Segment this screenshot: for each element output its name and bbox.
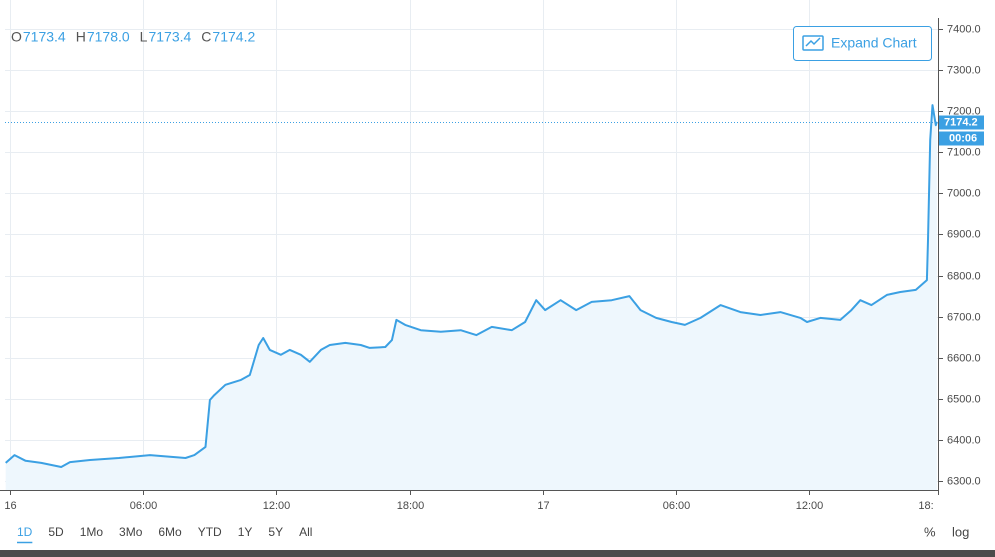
last-price-tag (939, 115, 984, 130)
y-tick-label: 6500.0 (947, 393, 981, 405)
x-tick-label: 18: (918, 500, 933, 512)
range-button[interactable]: 6Mo (158, 525, 182, 539)
x-tick-label: 18:00 (397, 500, 425, 512)
expand-button[interactable]: Expand Chart (793, 26, 932, 61)
legend-value: 7174.2 (212, 29, 255, 45)
expand-button-frame[interactable] (793, 26, 932, 61)
range-button[interactable]: All (299, 525, 312, 539)
expand-icon-line (805, 37, 821, 47)
legend-key: O (11, 29, 22, 45)
range-button[interactable]: 1D (17, 525, 33, 539)
countdown-tag (939, 131, 984, 146)
y-tick-label: 6900.0 (947, 228, 981, 240)
area (5, 105, 937, 490)
y-tick-label: 6400.0 (947, 434, 981, 446)
x-tick-label: 06:00 (130, 500, 158, 512)
x-tick-label: 06:00 (663, 500, 691, 512)
x-tick-label: 12:00 (263, 500, 291, 512)
legend-key: C (201, 29, 211, 45)
y-tick-label: 6300.0 (947, 475, 981, 487)
x-tick-label: 12:00 (796, 500, 824, 512)
range-button[interactable]: 1Mo (80, 525, 104, 539)
x-tick-label: 17 (537, 500, 549, 512)
legend-value: 7173.4 (148, 29, 191, 45)
price-axis-panel (938, 0, 995, 550)
ohlc-legend: O 7173.4 H 7178.0 L 7173.4 C 7174.2 (11, 29, 255, 45)
legend-value: 7173.4 (23, 29, 66, 45)
y-tick-label: 6600.0 (947, 352, 981, 364)
range-button[interactable]: YTD (198, 525, 222, 539)
range-button[interactable]: 5D (48, 525, 64, 539)
expand-button-label[interactable]: Expand Chart (831, 35, 917, 51)
expand-icon (802, 35, 824, 51)
price-line (5, 104, 938, 468)
y-tick-label: 7300.0 (947, 64, 981, 76)
range-button[interactable]: 5Y (268, 525, 283, 539)
y-tick-label: 6700.0 (947, 311, 981, 323)
y-tick-label: 7400.0 (947, 23, 981, 35)
legend-value: 7178.0 (87, 29, 130, 45)
x-tick-label: 16 (4, 500, 16, 512)
scale-button[interactable]: % (924, 524, 936, 539)
scale-button[interactable]: log (952, 524, 969, 539)
bottom-bar (0, 550, 995, 557)
y-tick-label: 6800.0 (947, 270, 981, 282)
legend-key: L (140, 29, 148, 45)
countdown-label: 00:06 (949, 132, 977, 144)
legend-key: H (76, 29, 86, 45)
last-price-label: 7174.2 (944, 116, 978, 128)
y-tick-label: 7100.0 (947, 146, 981, 158)
range-button[interactable]: 1Y (238, 525, 253, 539)
y-tick-label: 7000.0 (947, 187, 981, 199)
y-tick-label: 7200.0 (947, 105, 981, 117)
range-button[interactable]: 3Mo (119, 525, 143, 539)
